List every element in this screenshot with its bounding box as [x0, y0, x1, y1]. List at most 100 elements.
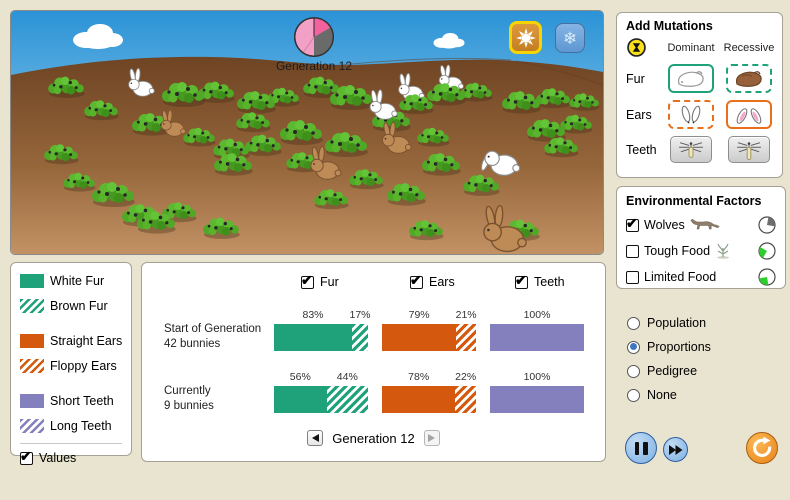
pause-button[interactable]	[625, 432, 657, 464]
recessive-header: Recessive	[723, 41, 775, 54]
pedigree-radio-row[interactable]: Pedigree	[627, 364, 711, 378]
previous-generation-button[interactable]	[307, 430, 324, 446]
percent-label: 22%	[455, 371, 477, 383]
checkbox[interactable]	[515, 272, 528, 289]
fur-dominant-white-button[interactable]	[668, 64, 714, 93]
fur-recessive-brown-button[interactable]	[726, 64, 772, 93]
legend-swatch	[20, 393, 44, 408]
legend-item: Long Teeth	[20, 418, 122, 433]
graph-trait-checkbox-teeth[interactable]: Teeth	[515, 272, 565, 289]
pedigree-label: Pedigree	[647, 364, 698, 378]
wolves-checkbox[interactable]	[626, 215, 639, 232]
teeth-dominant-button[interactable]	[670, 136, 712, 163]
brown-fur-icon	[735, 70, 762, 87]
short-teeth-icon	[679, 141, 703, 158]
generation-nav-label: Generation 12	[332, 430, 415, 446]
legend-panel: White Fur Brown Fur Straight Ears Floppy Ea…	[10, 262, 132, 465]
fur-mutation-row: Fur	[626, 64, 773, 93]
legend-swatch	[20, 273, 44, 288]
teeth-mutation-row: Teeth	[626, 136, 773, 163]
population-label: Population	[647, 316, 707, 330]
tough-food-row[interactable]: Tough Food	[626, 242, 776, 260]
tough-food-checkbox[interactable]	[626, 244, 639, 258]
checkbox[interactable]	[301, 272, 314, 289]
none-radio[interactable]	[627, 388, 640, 402]
proportion-bar-ears	[382, 324, 476, 351]
pedigree-radio[interactable]	[627, 364, 640, 378]
ears-dominant-straight-button[interactable]	[668, 100, 714, 129]
wolf-icon	[690, 218, 720, 229]
legend-item: Floppy Ears	[20, 358, 122, 373]
generation-clock-label: Generation 12	[275, 59, 353, 73]
proportion-bar-teeth	[490, 386, 584, 413]
limited-food-row[interactable]: Limited Food	[626, 268, 776, 286]
add-mutations-title: Add Mutations	[626, 19, 713, 33]
floppy-ears-icon	[736, 107, 762, 124]
limited-food-checkbox[interactable]	[626, 270, 639, 284]
proportion-bar-teeth	[490, 324, 584, 351]
graph-trait-checkbox-fur[interactable]: Fur	[301, 272, 339, 289]
ears-mutation-row: Ears	[626, 100, 773, 129]
none-radio-row[interactable]: None	[627, 388, 711, 402]
graph-choice-radio-group: Population Proportions Pedigree None	[627, 316, 711, 402]
bar-segment-dominant	[490, 386, 584, 413]
proportion-bar-ears	[382, 386, 476, 413]
bar-segment-recessive	[326, 386, 368, 413]
teeth-row-label: Teeth	[626, 142, 657, 157]
legend-swatch	[20, 358, 44, 373]
legend-item: Straight Ears	[20, 333, 122, 348]
arctic-environment-button[interactable]: ❄	[555, 23, 585, 53]
population-radio-row[interactable]: Population	[627, 316, 711, 330]
legend-swatch	[20, 418, 44, 433]
checkbox-label: Ears	[429, 275, 455, 289]
reset-all-button[interactable]	[746, 432, 778, 464]
straight-ears-icon	[681, 105, 701, 123]
snowflake-icon: ❄	[562, 28, 578, 48]
equator-environment-button[interactable]	[509, 21, 542, 54]
ears-recessive-floppy-button[interactable]	[726, 100, 772, 129]
percent-label: 17%	[349, 309, 371, 321]
percent-label: 21%	[455, 309, 477, 321]
legend-label: Straight Ears	[50, 333, 123, 348]
wolves-row[interactable]: Wolves	[626, 215, 776, 234]
values-label: Values	[39, 451, 77, 465]
add-mutations-panel: Add Mutations Dominant Recessive Fur	[616, 12, 783, 178]
legend-label: Long Teeth	[50, 418, 112, 433]
legend-label: Brown Fur	[50, 298, 108, 313]
bar-segment-dominant	[274, 324, 353, 351]
proportions-label: Proportions	[647, 340, 711, 354]
percent-label: 83%	[302, 309, 324, 321]
checkbox[interactable]	[410, 272, 423, 289]
graph-row-label: Currently 9 bunnies	[164, 385, 214, 412]
population-radio[interactable]	[627, 316, 640, 330]
limited-food-timing-clock-icon	[758, 268, 776, 286]
percent-label: 56%	[289, 371, 311, 383]
fur-row-label: Fur	[626, 71, 645, 86]
environmental-factors-panel: Environmental Factors Wolves Tough Food	[616, 186, 786, 289]
teeth-recessive-button[interactable]	[728, 136, 770, 163]
graph-row-label: Start of Generation 42 bunnies	[164, 323, 262, 350]
legend-item: Brown Fur	[20, 298, 122, 313]
values-checkbox[interactable]	[20, 448, 33, 465]
proportions-radio-row[interactable]: Proportions	[627, 340, 711, 354]
next-generation-button[interactable]	[423, 430, 440, 446]
legend-swatch	[20, 333, 44, 348]
white-fur-icon	[677, 70, 704, 87]
wolves-timing-clock-icon	[758, 216, 776, 234]
graph-trait-checkbox-ears[interactable]: Ears	[410, 272, 455, 289]
values-row[interactable]: Values	[20, 448, 122, 465]
none-label: None	[647, 388, 677, 402]
bar-segment-recessive	[455, 386, 476, 413]
checkbox-label: Fur	[320, 275, 339, 289]
mutation-hourglass-icon	[627, 38, 646, 57]
pause-icon	[634, 441, 648, 455]
tough-food-timing-clock-icon	[758, 242, 776, 260]
dominant-header: Dominant	[667, 41, 715, 54]
proportions-radio[interactable]	[627, 340, 640, 354]
fast-forward-button[interactable]	[663, 437, 688, 462]
percent-label: 79%	[408, 309, 430, 321]
percent-label: 100%	[523, 371, 551, 383]
bar-segment-recessive	[456, 324, 476, 351]
proportions-graph-panel: Generation 12 Fur Ears Teeth Start of Gener…	[141, 262, 606, 462]
